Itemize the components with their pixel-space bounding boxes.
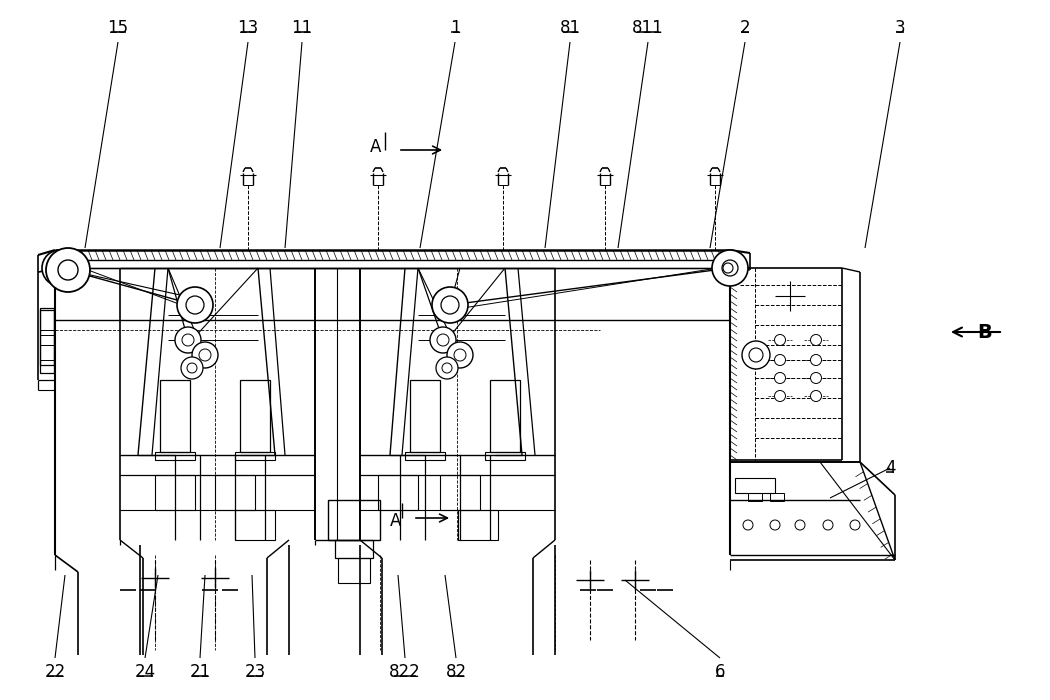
Bar xyxy=(155,475,195,510)
Circle shape xyxy=(447,342,473,368)
Bar xyxy=(40,308,54,373)
Circle shape xyxy=(749,348,763,362)
Text: 23: 23 xyxy=(245,663,266,681)
Bar xyxy=(405,452,445,460)
Circle shape xyxy=(454,349,466,361)
Circle shape xyxy=(186,296,204,314)
Bar xyxy=(770,493,784,501)
Text: 15: 15 xyxy=(107,19,128,37)
Circle shape xyxy=(775,391,785,402)
Circle shape xyxy=(811,354,821,365)
Circle shape xyxy=(850,520,860,530)
Bar xyxy=(410,380,440,452)
Bar xyxy=(328,500,380,540)
Bar xyxy=(748,493,762,501)
Text: 811: 811 xyxy=(632,19,664,37)
Circle shape xyxy=(775,335,785,346)
Circle shape xyxy=(775,354,785,365)
Circle shape xyxy=(442,363,452,373)
Text: 24: 24 xyxy=(134,663,155,681)
Text: A: A xyxy=(391,512,402,530)
Circle shape xyxy=(712,250,748,286)
Text: 13: 13 xyxy=(237,19,258,37)
Circle shape xyxy=(823,520,833,530)
Circle shape xyxy=(437,334,449,346)
Circle shape xyxy=(436,357,458,379)
Circle shape xyxy=(200,349,211,361)
Text: 11: 11 xyxy=(292,19,313,37)
Circle shape xyxy=(42,250,78,286)
Text: 4: 4 xyxy=(885,459,896,477)
Bar xyxy=(338,558,370,583)
Circle shape xyxy=(52,260,68,276)
Bar xyxy=(155,452,195,460)
Circle shape xyxy=(187,363,197,373)
Text: 2: 2 xyxy=(739,19,751,37)
Circle shape xyxy=(175,327,201,353)
Circle shape xyxy=(743,520,753,530)
Bar xyxy=(440,475,480,510)
Circle shape xyxy=(811,335,821,346)
Circle shape xyxy=(742,341,770,369)
Text: 3: 3 xyxy=(895,19,905,37)
Text: 81: 81 xyxy=(560,19,581,37)
Circle shape xyxy=(58,260,78,280)
Circle shape xyxy=(811,391,821,402)
Circle shape xyxy=(795,520,805,530)
Circle shape xyxy=(177,287,213,323)
Circle shape xyxy=(722,260,738,276)
Text: 6: 6 xyxy=(715,663,726,681)
Text: 822: 822 xyxy=(390,663,421,681)
Circle shape xyxy=(182,334,194,346)
Bar xyxy=(240,380,270,452)
Circle shape xyxy=(811,372,821,384)
Circle shape xyxy=(192,342,218,368)
Bar xyxy=(490,380,520,452)
Text: B: B xyxy=(978,323,992,342)
Text: 82: 82 xyxy=(445,663,466,681)
Circle shape xyxy=(775,372,785,384)
Circle shape xyxy=(430,327,456,353)
Circle shape xyxy=(441,296,459,314)
Bar xyxy=(485,452,525,460)
Circle shape xyxy=(181,357,203,379)
Circle shape xyxy=(432,287,468,323)
Text: 22: 22 xyxy=(44,663,65,681)
Circle shape xyxy=(770,520,780,530)
Text: 1: 1 xyxy=(449,19,460,37)
Bar xyxy=(215,475,255,510)
Bar xyxy=(235,510,275,540)
Bar xyxy=(160,380,190,452)
Bar xyxy=(40,310,54,365)
Bar xyxy=(735,478,775,493)
Bar xyxy=(458,510,498,540)
Circle shape xyxy=(723,263,733,273)
Bar xyxy=(335,540,373,558)
Text: A: A xyxy=(371,138,382,156)
Bar xyxy=(235,452,275,460)
Circle shape xyxy=(46,248,90,292)
Text: 21: 21 xyxy=(189,663,211,681)
Bar xyxy=(378,475,418,510)
